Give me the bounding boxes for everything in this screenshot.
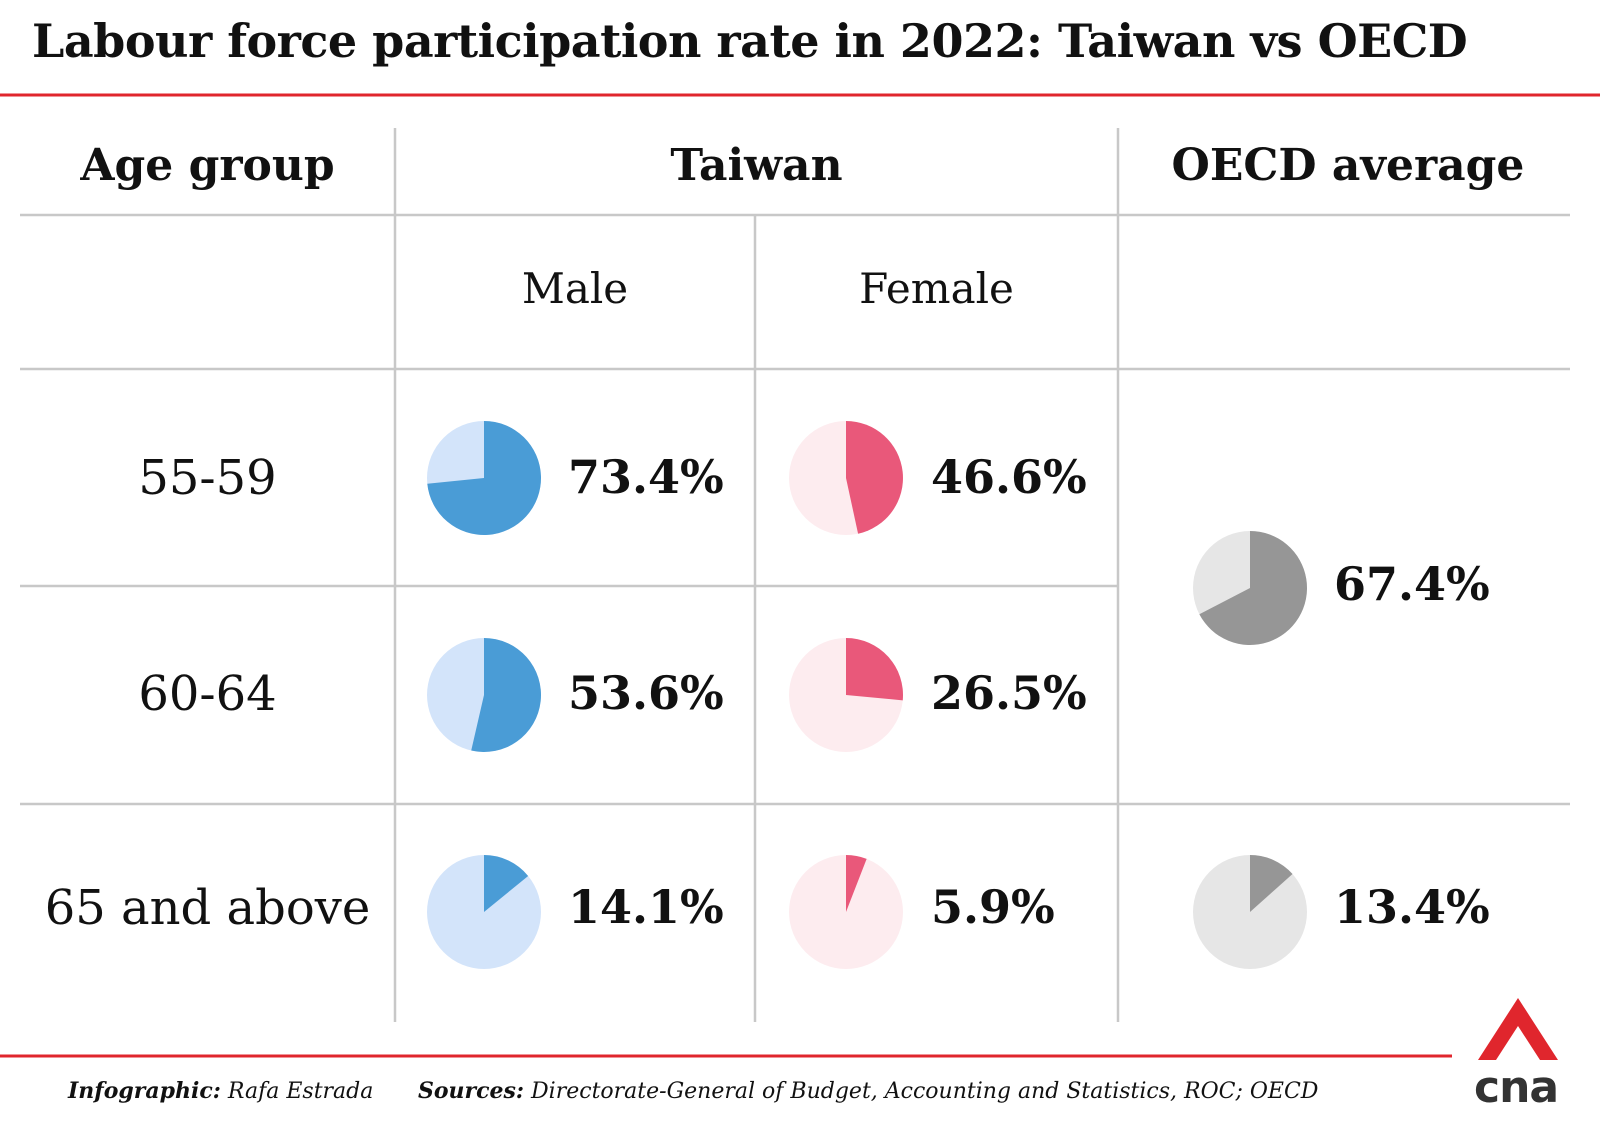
header-female: Female	[859, 264, 1014, 313]
male-60-64-value: 53.6%	[568, 666, 724, 720]
pie-male-55-59	[427, 421, 542, 535]
pie-male-60-64	[427, 638, 541, 753]
pie-female-55-59-slice	[846, 421, 903, 534]
sources-label: Sources:	[418, 1078, 525, 1104]
header-age-group: Age group	[80, 140, 335, 191]
pie-oecd-55-64-slice	[1199, 530, 1308, 645]
pie-female-60-64-slice	[846, 638, 904, 701]
cna-logo-text: cna	[1474, 1062, 1559, 1113]
female-55-59-value: 46.6%	[931, 450, 1087, 504]
pie-female-60-64	[789, 638, 904, 752]
oecd-65-above-value: 13.4%	[1334, 880, 1490, 934]
female-60-64-value: 26.5%	[931, 666, 1087, 720]
age-label-55-59: 55-59	[138, 450, 277, 506]
pie-male-60-64-slice	[471, 638, 541, 753]
header-taiwan: Taiwan	[670, 140, 843, 191]
page-title: Labour force participation rate in 2022:…	[32, 14, 1468, 68]
sources-text: Directorate-General of Budget, Accountin…	[531, 1079, 1319, 1104]
age-label-65-above: 65 and above	[44, 880, 371, 936]
cna-logo	[1478, 998, 1558, 1060]
pie-male-65-above-slice	[484, 854, 529, 912]
pie-oecd-65-above	[1193, 855, 1307, 969]
infographic-credit: Infographic: Rafa Estrada	[68, 1078, 373, 1104]
age-label-60-64: 60-64	[138, 666, 277, 722]
pie-male-65-above	[427, 854, 541, 969]
pie-oecd-65-above-slice	[1250, 855, 1293, 912]
oecd-55-64-value: 67.4%	[1334, 557, 1490, 611]
pie-female-65-above	[789, 855, 903, 969]
male-55-59-value: 73.4%	[568, 450, 724, 504]
sources-credit: Sources: Directorate-General of Budget, …	[418, 1078, 1318, 1104]
pie-female-65-above-slice	[846, 855, 867, 912]
header-oecd-average: OECD average	[1171, 140, 1525, 191]
infographic-author: Rafa Estrada	[227, 1079, 374, 1104]
header-male: Male	[521, 264, 629, 313]
grid-lines	[20, 128, 1570, 1022]
cna-logo-mark	[1478, 998, 1558, 1060]
infographic-label: Infographic:	[68, 1078, 221, 1104]
female-65-above-value: 5.9%	[931, 880, 1055, 934]
male-65-above-value: 14.1%	[568, 880, 724, 934]
pie-oecd-55-64	[1193, 530, 1308, 645]
pie-male-55-59-slice	[427, 421, 542, 535]
pie-female-55-59	[789, 421, 903, 535]
